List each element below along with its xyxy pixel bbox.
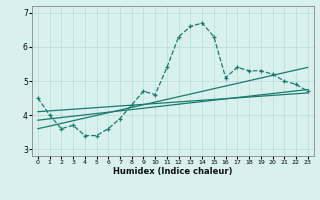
X-axis label: Humidex (Indice chaleur): Humidex (Indice chaleur) — [113, 167, 233, 176]
